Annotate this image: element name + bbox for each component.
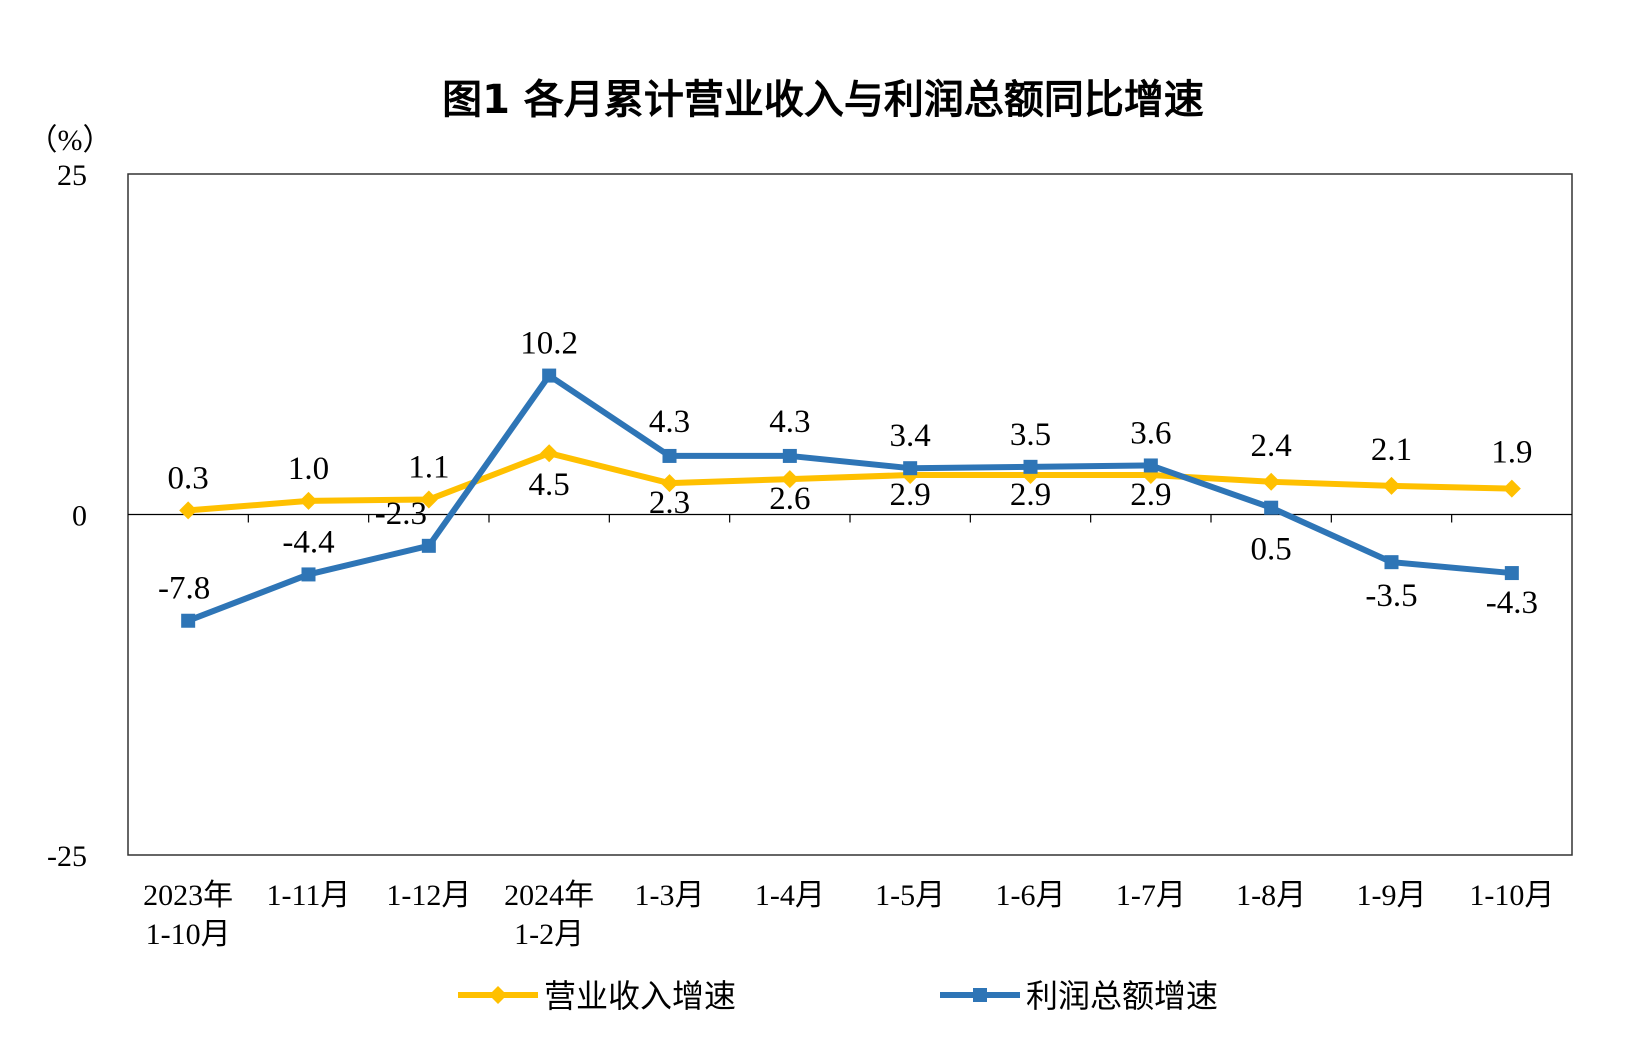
- data-point-revenue: [1262, 472, 1281, 491]
- x-tick-label: 1-2月: [514, 918, 584, 951]
- series-line-revenue: [187, 450, 1512, 514]
- data-point-profit: [181, 613, 196, 628]
- x-tick-label: 1-6月: [996, 879, 1066, 912]
- data-point-profit: [662, 448, 677, 463]
- y-tick-label: -25: [47, 840, 87, 873]
- data-point-profit: [1504, 566, 1519, 581]
- data-point-revenue: [299, 491, 318, 510]
- y-tick-label: 0: [72, 500, 87, 533]
- data-label: -2.3: [375, 496, 427, 532]
- x-tick-label: 1-11月: [267, 879, 351, 912]
- legend-label: 利润总额增速: [1026, 977, 1218, 1015]
- data-label: 0.5: [1251, 532, 1292, 568]
- data-point-profit: [542, 368, 557, 383]
- x-tick-label: 2023年: [143, 879, 233, 912]
- x-tick-label: 1-7月: [1116, 879, 1186, 912]
- data-point-profit: [301, 567, 316, 582]
- x-tick-label: 2024年: [504, 879, 594, 912]
- data-label: 3.6: [1130, 415, 1171, 451]
- data-label: 3.5: [1010, 417, 1051, 453]
- x-tick-label: 1-9月: [1357, 879, 1427, 912]
- legend-marker-square: [973, 988, 987, 1002]
- data-point-revenue: [660, 474, 679, 493]
- data-point-revenue: [780, 470, 799, 489]
- y-tick-label: 25: [57, 159, 87, 192]
- chart-title: 图1 各月累计营业收入与利润总额同比增速: [442, 77, 1204, 123]
- data-label: -4.4: [282, 524, 334, 560]
- x-tick-label: 1-3月: [635, 879, 705, 912]
- legend-marker-diamond: [489, 986, 507, 1004]
- data-label: 2.4: [1251, 428, 1292, 464]
- data-point-profit: [421, 538, 436, 553]
- data-point-revenue: [179, 501, 198, 520]
- data-point-profit: [1384, 555, 1399, 570]
- data-label: 1.1: [408, 450, 449, 486]
- data-label: 10.2: [520, 326, 578, 362]
- data-point-revenue: [540, 444, 559, 463]
- data-point-revenue: [1382, 476, 1401, 495]
- data-label: 4.3: [649, 404, 690, 440]
- x-tick-label: 1-10月: [146, 918, 231, 951]
- data-point-profit: [903, 461, 918, 476]
- data-label: 2.9: [1010, 477, 1051, 513]
- x-tick-label: 1-12月: [386, 879, 471, 912]
- data-label: 2.1: [1371, 432, 1412, 468]
- data-label: 0.3: [168, 460, 209, 496]
- data-label: 2.3: [649, 485, 690, 521]
- x-tick-label: 1-8月: [1236, 879, 1306, 912]
- data-label: 4.5: [529, 467, 570, 503]
- series-line-profit: [187, 372, 1513, 624]
- data-label: -7.8: [158, 571, 210, 607]
- legend-label: 营业收入增速: [544, 977, 736, 1015]
- data-point-profit: [782, 448, 797, 463]
- data-label: 2.9: [1130, 477, 1171, 513]
- data-point-profit: [1023, 459, 1038, 474]
- data-point-revenue: [1502, 479, 1521, 498]
- data-point-profit: [1264, 500, 1279, 515]
- x-tick-label: 1-10月: [1469, 879, 1554, 912]
- data-point-profit: [1143, 458, 1158, 473]
- data-label: -3.5: [1365, 578, 1417, 614]
- x-tick-label: 1-4月: [755, 879, 825, 912]
- x-tick-label: 1-5月: [875, 879, 945, 912]
- data-label: 2.9: [890, 477, 931, 513]
- data-label: 2.6: [769, 481, 810, 517]
- y-axis-unit: （%）: [28, 124, 113, 157]
- data-label: 1.9: [1491, 435, 1532, 471]
- data-label: -4.3: [1486, 585, 1538, 621]
- data-label: 1.0: [288, 451, 329, 487]
- data-label: 4.3: [769, 404, 810, 440]
- data-label: 3.4: [890, 418, 931, 454]
- data-point-revenue: [419, 490, 438, 509]
